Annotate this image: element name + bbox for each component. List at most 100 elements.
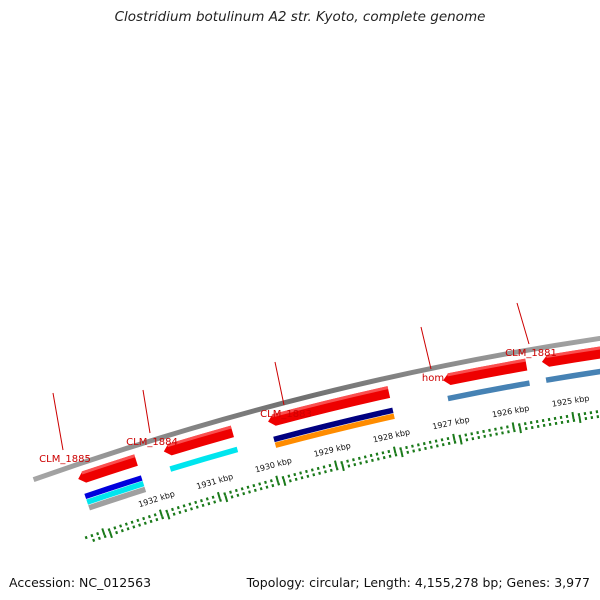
minor-tick (287, 474, 291, 478)
gene-label: CLM_1885 (39, 454, 91, 465)
minor-tick (422, 441, 426, 446)
minor-tick (312, 473, 316, 477)
minor-tick (107, 528, 111, 532)
ruler-label: 1929 kbp (313, 441, 352, 459)
minor-tick (119, 524, 123, 528)
minor-tick (240, 487, 244, 491)
topology-text: Topology: circular; Length: 4,155,278 bp… (246, 575, 590, 590)
minor-tick (259, 487, 263, 491)
label-leader (516, 302, 530, 345)
minor-tick (347, 464, 351, 468)
minor-tick (359, 461, 363, 465)
minor-tick (113, 526, 117, 530)
minor-tick (346, 459, 349, 463)
minor-tick (299, 471, 303, 475)
label-leader (420, 326, 432, 370)
minor-tick (234, 488, 238, 493)
minor-tick (405, 445, 408, 450)
minor-tick (430, 445, 433, 449)
minor-tick (306, 474, 310, 478)
minor-tick (165, 509, 169, 513)
minor-tick (265, 485, 269, 489)
minor-tick (293, 472, 297, 477)
minor-tick (453, 440, 457, 444)
gene-cds-arrow (268, 386, 391, 426)
major-tick (216, 491, 221, 500)
minor-tick (322, 465, 326, 469)
minor-tick (92, 538, 96, 542)
minor-tick (194, 500, 198, 505)
minor-tick (489, 433, 492, 437)
minor-tick (353, 462, 357, 467)
major-tick (158, 509, 163, 517)
major-tick (166, 512, 171, 520)
minor-tick (375, 452, 379, 456)
minor-tick (120, 529, 124, 533)
minor-tick (506, 425, 509, 429)
minor-tick (501, 431, 504, 435)
ruler-label: 1931 kbp (195, 472, 234, 491)
minor-tick (264, 480, 267, 485)
minor-tick (471, 437, 475, 441)
minor-tick (126, 527, 130, 531)
gene-labels: CLM_1885 CLM_1884 CLM_1883 hom CLM_1881 (39, 348, 557, 465)
minor-tick (155, 517, 159, 522)
major-tick (578, 415, 582, 424)
minor-tick (434, 439, 438, 443)
gene-cds-highlight (167, 425, 232, 448)
gene-feature-band (274, 413, 395, 448)
minor-tick (246, 485, 250, 489)
major-tick (275, 475, 280, 483)
minor-tick (507, 430, 510, 434)
minor-tick (84, 535, 88, 540)
minor-tick (357, 456, 361, 460)
minor-tick (352, 458, 355, 462)
major-tick (392, 446, 397, 454)
minor-tick (465, 438, 469, 442)
minor-tick (310, 468, 314, 472)
minor-tick (207, 502, 211, 506)
gene-feature-band (273, 407, 394, 443)
minor-tick (236, 493, 240, 497)
minor-tick (269, 479, 273, 483)
minor-tick (324, 470, 327, 474)
major-tick (459, 437, 463, 445)
minor-tick (376, 457, 380, 461)
minor-tick (441, 443, 445, 447)
ruler-label: 1927 kbp (432, 415, 471, 431)
minor-tick (200, 499, 203, 503)
minor-tick (369, 453, 373, 458)
major-tick (571, 411, 575, 420)
label-leader (142, 389, 151, 434)
minor-tick (363, 455, 367, 459)
label-leader (274, 361, 285, 406)
minor-tick (190, 507, 193, 511)
minor-tick (178, 510, 182, 515)
gene-label: CLM_1884 (126, 437, 178, 448)
minor-tick (464, 433, 468, 437)
minor-tick (195, 505, 199, 509)
minor-tick (488, 428, 491, 432)
minor-tick (219, 498, 222, 502)
minor-tick (483, 434, 487, 438)
minor-tick (147, 515, 151, 519)
gene-cds-highlight (447, 358, 526, 377)
minor-tick (172, 512, 176, 516)
minor-tick (447, 441, 451, 446)
minor-tick (371, 458, 374, 462)
gene-label: CLM_1881 (505, 348, 557, 359)
gene-cds-highlight (546, 346, 600, 359)
minor-tick (205, 497, 209, 501)
major-tick (108, 530, 113, 539)
minor-tick (171, 507, 174, 512)
gene-label: CLM_1883 (260, 409, 312, 420)
ruler-label: 1925 kbp (551, 394, 590, 409)
minor-tick (435, 444, 439, 448)
minor-tick (271, 483, 275, 488)
minor-tick (138, 523, 142, 527)
gene-cds-arrow (78, 454, 138, 483)
minor-tick (248, 490, 251, 494)
minor-tick (258, 482, 262, 486)
minor-tick (418, 448, 421, 452)
